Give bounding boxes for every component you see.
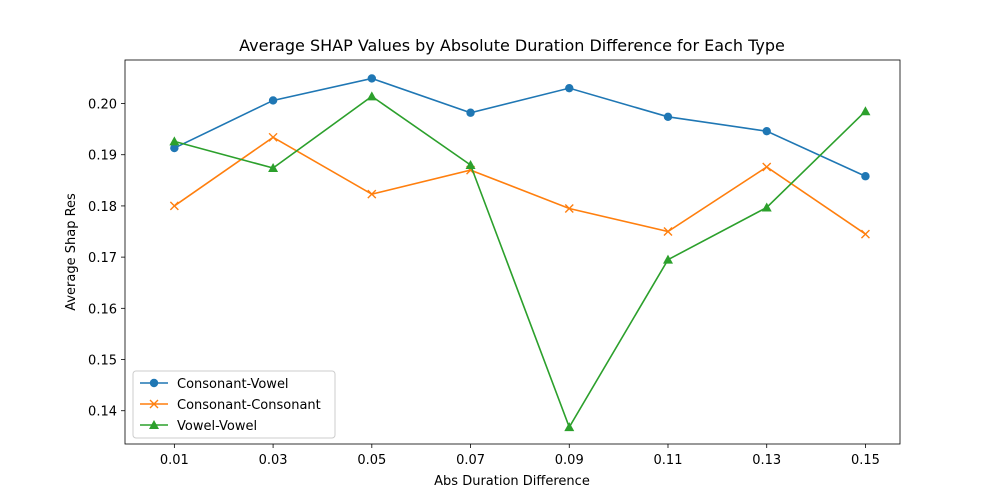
y-tick-label: 0.15 xyxy=(88,354,117,369)
plot-frame xyxy=(124,59,901,445)
data-point-vowel-vowel xyxy=(268,163,279,173)
data-point-consonant-vowel xyxy=(170,143,179,153)
y-tick-label: 0.19 xyxy=(88,149,117,164)
data-point-consonant-consonant xyxy=(564,203,574,213)
data-point-consonant-vowel xyxy=(466,108,475,117)
data-point-vowel-vowel xyxy=(169,136,180,146)
data-point-consonant-vowel xyxy=(268,96,278,105)
data-point-consonant-vowel xyxy=(861,172,870,181)
x-tick-label: 0.13 xyxy=(752,453,781,468)
data-point-vowel-vowel xyxy=(761,202,772,212)
legend-label-vowel-vowel: Vowel-Vowel xyxy=(177,419,257,434)
legend-marker-consonant-consonant xyxy=(149,399,159,409)
y-tick-label: 0.20 xyxy=(88,98,117,113)
chart-title: Average SHAP Values by Absolute Duration… xyxy=(239,36,785,55)
legend-label-consonant-vowel: Consonant-Vowel xyxy=(177,377,289,392)
series-line-vowel-vowel xyxy=(174,95,867,429)
series-line-consonant-vowel xyxy=(174,77,866,177)
y-tick-label: 0.18 xyxy=(88,200,117,215)
x-tick-label: 0.07 xyxy=(456,453,485,468)
series-line-consonant-consonant xyxy=(173,136,866,235)
data-point-vowel-vowel xyxy=(366,91,377,101)
data-point-consonant-consonant xyxy=(860,229,870,239)
data-point-vowel-vowel xyxy=(860,106,871,116)
x-tick-label: 0.05 xyxy=(357,453,386,468)
data-point-vowel-vowel xyxy=(564,422,575,432)
legend-label-consonant-consonant: Consonant-Consonant xyxy=(177,398,321,413)
x-tick-label: 0.01 xyxy=(160,453,189,468)
data-point-consonant-vowel xyxy=(565,83,574,93)
data-point-consonant-vowel xyxy=(367,74,377,83)
x-tick-label: 0.03 xyxy=(259,453,288,468)
data-point-consonant-consonant xyxy=(663,227,673,237)
y-tick-label: 0.17 xyxy=(88,251,117,266)
data-point-consonant-vowel xyxy=(762,126,771,136)
legend-marker-consonant-vowel xyxy=(149,378,159,388)
data-point-consonant-consonant xyxy=(367,189,377,199)
data-point-consonant-consonant xyxy=(762,162,772,172)
data-point-vowel-vowel xyxy=(662,254,673,264)
legend-marker-vowel-vowel xyxy=(149,420,159,429)
x-tick-label: 0.09 xyxy=(555,453,584,468)
data-point-consonant-vowel xyxy=(663,112,673,122)
data-point-vowel-vowel xyxy=(465,159,476,169)
y-tick-label: 0.16 xyxy=(88,302,117,317)
y-tick-label: 0.14 xyxy=(88,405,117,420)
plot-area: 0.01 0.03 0.05 0.07 0.09 0.11 0.13 0.15 0.14 0.15… xyxy=(88,59,901,468)
legend-box xyxy=(132,370,336,439)
data-point-consonant-consonant xyxy=(268,132,278,142)
x-axis-label: Abs Duration Difference xyxy=(434,474,590,489)
y-axis-label: Average Shap Res xyxy=(64,193,79,311)
x-tick-label: 0.11 xyxy=(654,453,683,468)
data-point-consonant-consonant xyxy=(169,201,179,211)
legend: Consonant-Vowel Consonant-Consonant Vowel-… xyxy=(132,370,336,439)
x-tick-label: 0.15 xyxy=(851,453,880,468)
